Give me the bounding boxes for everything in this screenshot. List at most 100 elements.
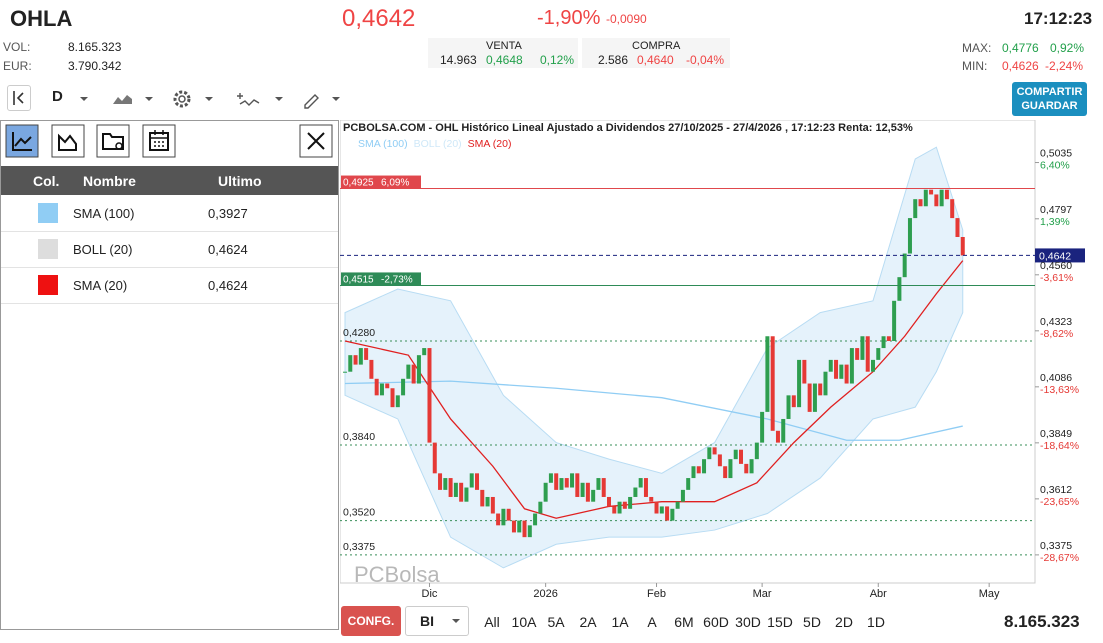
candle (385, 383, 390, 389)
indicator-name: SMA (100) (73, 206, 135, 221)
candle (654, 501, 659, 514)
candle (501, 508, 506, 526)
candle (511, 520, 516, 533)
candle (876, 348, 881, 360)
range-button[interactable]: A (647, 614, 657, 630)
range-button[interactable]: 2D (835, 614, 853, 630)
venta-box (428, 38, 578, 68)
range-button[interactable]: 1D (867, 614, 885, 630)
candle (807, 383, 812, 412)
candle (422, 348, 427, 356)
candle (950, 199, 955, 219)
indicator-value: 0,4624 (208, 242, 248, 257)
candle (522, 520, 527, 538)
range-button[interactable]: 2A (579, 614, 597, 630)
candle (881, 336, 886, 349)
y-tick-pct: 6,40% (1040, 160, 1070, 172)
candle (717, 454, 722, 467)
max: 0,4776 (1002, 41, 1039, 55)
range-button[interactable]: 10A (511, 614, 537, 630)
candle (797, 359, 802, 408)
candle (744, 463, 749, 474)
candle (475, 473, 479, 490)
candle (374, 378, 379, 396)
candle (749, 459, 754, 474)
time: 17:12:23 (1024, 9, 1093, 28)
candle (675, 501, 680, 509)
indicator-line (344, 260, 964, 519)
candle (406, 364, 411, 379)
ref-label-box (341, 272, 421, 286)
chart: PCBOLSA.COM - OHL Histórico Lineal Ajust… (340, 120, 1085, 600)
y-tick-label: 0,5035 (1040, 148, 1072, 160)
last-price-box (1035, 248, 1085, 263)
range-button[interactable]: 15D (767, 614, 793, 630)
candle (802, 359, 807, 384)
candle (564, 478, 569, 488)
range-button[interactable]: 6M (674, 614, 694, 630)
price: 0,4642 (342, 5, 416, 32)
candle (775, 430, 780, 443)
candle (364, 348, 369, 360)
candle (733, 449, 738, 460)
col-header: Col. (33, 173, 60, 189)
x-tick-label: Dic (422, 588, 438, 600)
candle (416, 355, 421, 384)
x-tick-label: Feb (647, 588, 666, 600)
y-tick-label: 0,4086 (1040, 372, 1072, 384)
share-button[interactable]: COMPARTIR GUARDAR (1012, 82, 1087, 116)
ref-label: 0,4925 (343, 178, 374, 189)
candle (448, 478, 453, 497)
candle (781, 418, 786, 443)
candle (633, 487, 638, 497)
mode: BI (420, 613, 434, 629)
venta-qty: 14.963 (440, 53, 477, 67)
range-button[interactable]: 1A (611, 614, 629, 630)
candle (902, 253, 907, 278)
change-pct: -1,90% (537, 7, 601, 29)
period[interactable]: D (52, 88, 63, 105)
candle (649, 496, 654, 502)
candle (527, 525, 532, 538)
row-divider (1, 231, 338, 232)
candle (543, 482, 548, 502)
vol: 8.165.323 (68, 40, 122, 54)
candle (628, 496, 633, 509)
candle (818, 383, 823, 396)
color-swatch (38, 203, 58, 223)
config-button[interactable]: CONFG. (341, 606, 401, 636)
y-tick-label: 0,3849 (1040, 428, 1072, 440)
candle (834, 359, 839, 379)
candle (453, 482, 458, 497)
candle (855, 348, 860, 360)
vol-label: VOL: (3, 40, 31, 54)
candle (823, 371, 828, 396)
candle (591, 489, 596, 502)
range-button[interactable]: All (484, 614, 500, 630)
mode-select[interactable]: BI (405, 606, 469, 636)
range-button[interactable]: 5D (803, 614, 821, 630)
x-tick-label: Abr (870, 588, 887, 600)
candle (622, 501, 627, 509)
range-button[interactable]: 30D (735, 614, 761, 630)
toolbar-icons[interactable] (75, 88, 345, 110)
panel-tools[interactable] (5, 124, 335, 160)
candle (533, 513, 538, 526)
name-header: Nombre (83, 173, 136, 189)
min: 0,4626 (1002, 59, 1039, 73)
y-tick-pct: -8,62% (1040, 328, 1073, 340)
candle (369, 359, 374, 379)
last-price: 0,4642 (1039, 250, 1071, 262)
legend-item: SMA (100) (358, 138, 408, 150)
range-button[interactable]: 5A (547, 614, 565, 630)
candle (760, 411, 765, 443)
candle (517, 520, 522, 533)
candle (459, 482, 464, 502)
compra-label: COMPRA (632, 40, 681, 52)
collapse-icon (13, 91, 24, 105)
level-label: 0,4280 (343, 327, 375, 339)
candle (443, 478, 448, 490)
collapse-button[interactable] (7, 85, 31, 111)
range-button[interactable]: 60D (703, 614, 729, 630)
